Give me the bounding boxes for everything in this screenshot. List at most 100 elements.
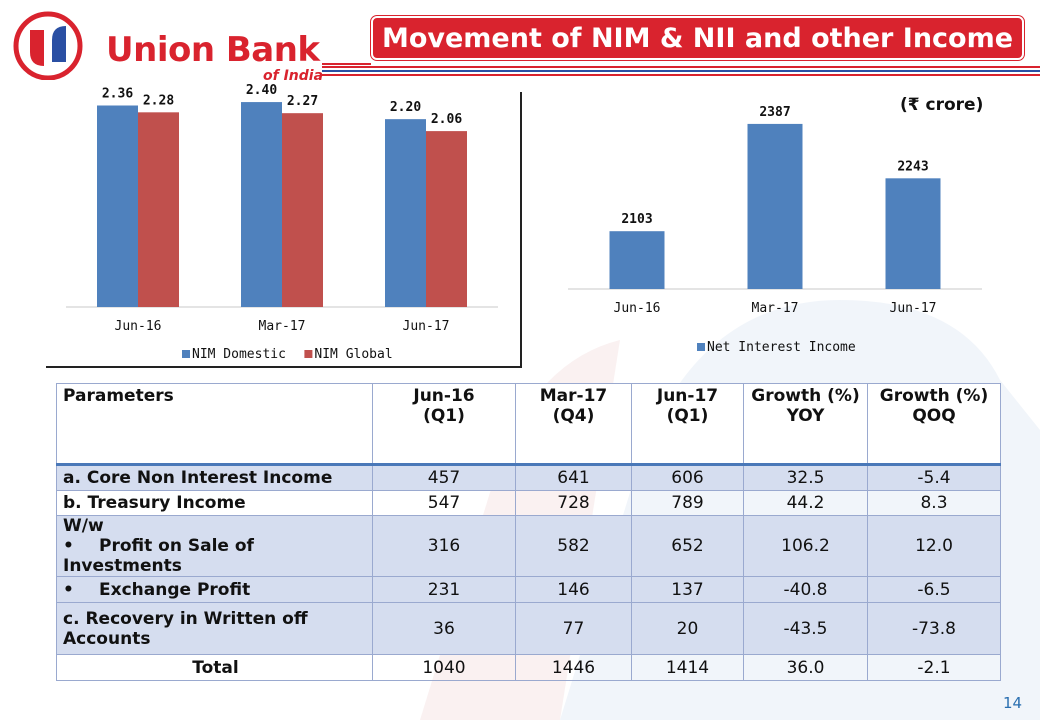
cell-value: -43.5 <box>743 602 868 655</box>
row-label: c. Recovery in Written off Accounts <box>56 602 373 655</box>
table-row: a. Core Non Interest Income 457 641 606 … <box>56 463 1001 491</box>
cell-value: 36.0 <box>743 654 868 681</box>
brand-name: Union Bank <box>106 30 320 70</box>
cell-value: 547 <box>372 490 516 516</box>
cell-value: 316 <box>372 515 516 577</box>
cell-value: 231 <box>372 576 516 603</box>
table-row: c. Recovery in Written off Accounts 36 7… <box>56 602 1001 655</box>
header-growth-qoq: Growth (%) QOQ <box>867 383 1001 465</box>
table-row: • Exchange Profit 231 146 137 -40.8 -6.5 <box>56 576 1001 603</box>
row-label: a. Core Non Interest Income <box>56 463 373 491</box>
cell-value: 457 <box>372 463 516 491</box>
bullet-icon: • <box>63 536 74 556</box>
cell-value: 20 <box>631 602 744 655</box>
data-label: 2387 <box>759 105 790 120</box>
bullet-icon: • <box>63 579 74 600</box>
bar-net-interest-income <box>885 178 941 289</box>
x-tick-label: Jun-16 <box>115 319 162 334</box>
cell-value: -6.5 <box>867 576 1001 603</box>
brand-subtitle: of India <box>263 68 324 84</box>
data-label: 2.20 <box>390 100 421 115</box>
page-title-box: Movement of NIM & NII and other Income <box>371 16 1024 60</box>
row-label-line: • Profit on Sale of Investments <box>63 536 254 576</box>
table-row: Total 1040 1446 1414 36.0 -2.1 <box>56 654 1001 681</box>
data-label: 2103 <box>621 212 652 227</box>
cell-value: 12.0 <box>867 515 1001 577</box>
header-parameters: Parameters <box>56 383 373 465</box>
cell-value: 789 <box>631 490 744 516</box>
cell-value: 728 <box>515 490 632 516</box>
header-stripe <box>322 63 371 65</box>
header-mar17: Mar-17 (Q4) <box>515 383 632 465</box>
nii-chart: 2103 Jun-16 2387 Mar-17 2243 Jun-17 Net Intere… <box>568 105 982 355</box>
bar-nim-global <box>426 131 467 307</box>
row-label: Total <box>56 654 373 681</box>
legend-swatch <box>304 350 313 358</box>
legend-label: NIM Global <box>314 347 392 362</box>
bar-net-interest-income <box>609 231 665 289</box>
x-tick-label: Mar-17 <box>752 301 799 316</box>
cell-value: 146 <box>515 576 632 603</box>
bar-nim-domestic <box>241 102 282 307</box>
cell-value: 32.5 <box>743 463 868 491</box>
data-label: 2.28 <box>143 93 174 108</box>
page-title: Movement of NIM & NII and other Income <box>381 22 1014 54</box>
data-label: 2.36 <box>102 86 133 101</box>
vertical-divider <box>520 92 522 366</box>
cell-value: 77 <box>515 602 632 655</box>
header-stripe <box>322 74 1040 76</box>
cell-value: 106.2 <box>743 515 868 577</box>
cell-value: 36 <box>372 602 516 655</box>
page-number: 14 <box>1003 694 1023 712</box>
cell-value: -5.4 <box>867 463 1001 491</box>
row-label-line: c. Recovery in Written off <box>63 608 308 629</box>
data-label: 2243 <box>897 159 928 174</box>
cell-value: 582 <box>515 515 632 577</box>
row-label: W/w • Profit on Sale of Investments <box>56 515 373 577</box>
row-label: • Exchange Profit <box>56 576 373 603</box>
header-stripe <box>322 66 1040 68</box>
cell-value: 652 <box>631 515 744 577</box>
header-growth-yoy: Growth (%) YOY <box>743 383 868 465</box>
union-bank-emblem-icon <box>13 11 83 81</box>
x-tick-label: Mar-17 <box>259 319 306 334</box>
cell-value: 8.3 <box>867 490 1001 516</box>
bar-nim-global <box>138 112 179 307</box>
bar-nim-domestic <box>97 105 138 307</box>
header-jun17: Jun-17 (Q1) <box>631 383 744 465</box>
legend-swatch <box>182 350 190 358</box>
cell-value: 44.2 <box>743 490 868 516</box>
row-label-line: Accounts <box>63 628 151 649</box>
nim-chart: 2.36 2.28 Jun-16 2.40 2.27 Mar-17 2.20 2.06 Jun-… <box>66 83 498 362</box>
cell-value: -73.8 <box>867 602 1001 655</box>
cell-value: 1414 <box>631 654 744 681</box>
horizontal-divider <box>46 366 522 368</box>
bar-net-interest-income <box>747 123 803 290</box>
legend-swatch <box>697 343 705 351</box>
row-label: b. Treasury Income <box>56 490 373 516</box>
data-label: 2.06 <box>431 112 462 127</box>
legend-label: Net Interest Income <box>707 340 856 355</box>
income-table: Parameters Jun-16 (Q1) Mar-17 (Q4) Jun-17(… <box>56 383 1001 681</box>
x-tick-label: Jun-17 <box>403 319 450 334</box>
data-label: 2.27 <box>287 94 318 109</box>
header-stripe <box>322 70 1040 72</box>
cell-value: 1040 <box>372 654 516 681</box>
legend-label: NIM Domestic <box>192 347 286 362</box>
bar-nim-domestic <box>385 119 426 308</box>
cell-value: 1446 <box>515 654 632 681</box>
row-label-line: W/w <box>63 516 104 536</box>
unit-label: (₹ crore) <box>900 95 984 115</box>
table-header-row: Parameters Jun-16 (Q1) Mar-17 (Q4) Jun-17(… <box>56 383 1001 465</box>
table-row: b. Treasury Income 547 728 789 44.2 8.3 <box>56 490 1001 516</box>
union-bank-logo: Union Bank of India <box>8 8 328 84</box>
cell-value: 137 <box>631 576 744 603</box>
table-row: W/w • Profit on Sale of Investments 316 5… <box>56 515 1001 577</box>
data-label: 2.40 <box>246 83 277 98</box>
cell-value: -40.8 <box>743 576 868 603</box>
cell-value: -2.1 <box>867 654 1001 681</box>
header-jun16: Jun-16 (Q1) <box>372 383 516 465</box>
cell-value: 606 <box>631 463 744 491</box>
bar-nim-global <box>282 113 323 307</box>
x-tick-label: Jun-16 <box>614 301 661 316</box>
